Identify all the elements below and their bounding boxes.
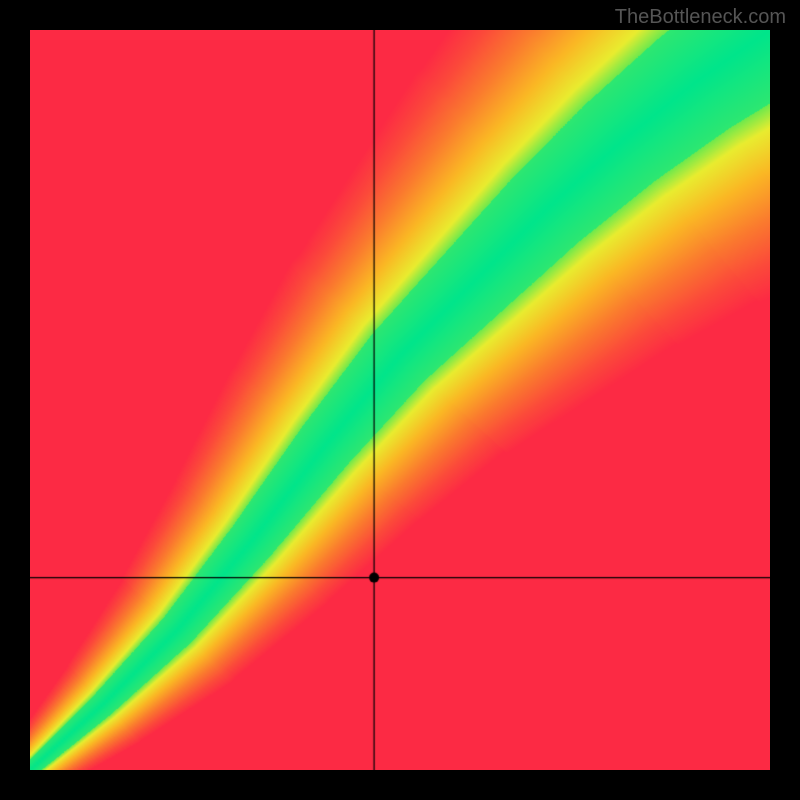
heatmap-canvas: [30, 30, 770, 770]
chart-container: TheBottleneck.com: [0, 0, 800, 800]
watermark-text: TheBottleneck.com: [615, 6, 786, 29]
heatmap-plot: [30, 30, 770, 770]
